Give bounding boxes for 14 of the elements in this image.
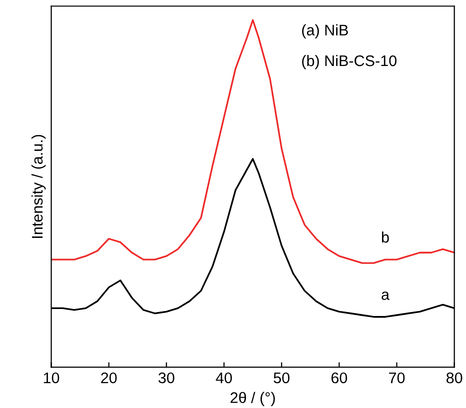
x-tick-label: 40 [216, 372, 232, 384]
x-tick-label: 10 [44, 372, 60, 384]
annotation: (b) NiB-CS-10 [302, 54, 397, 70]
y-axis-title: Intensity / (a.u.) [31, 134, 46, 238]
series-label: a [382, 292, 390, 300]
x-tick-label: 30 [158, 372, 174, 384]
x-tick-label: 50 [274, 372, 290, 384]
x-tick-label: 20 [101, 372, 117, 384]
x-tick-label: 60 [331, 372, 348, 384]
series-label: b [382, 231, 389, 243]
annotation: (a) NiB [302, 24, 348, 39]
x-axis-title: 2θ / (°) [230, 392, 275, 406]
x-tick-label: 80 [446, 372, 462, 384]
x-tick-label: 70 [389, 372, 405, 384]
